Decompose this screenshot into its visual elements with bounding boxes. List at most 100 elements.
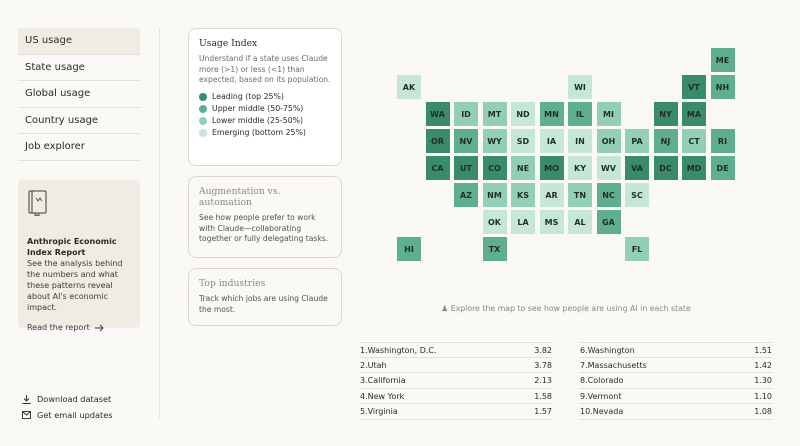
- state-tile-ct[interactable]: CT: [682, 129, 706, 153]
- top-industries-description: Track which jobs are using Claude the mo…: [199, 294, 328, 314]
- state-tile-ky[interactable]: KY: [568, 156, 592, 180]
- explore-hint: ♟ Explore the map to see how people are …: [360, 304, 772, 313]
- state-tile-nh[interactable]: NH: [710, 75, 735, 99]
- state-tile-tn[interactable]: TN: [568, 183, 592, 207]
- state-tile-co[interactable]: CO: [482, 156, 507, 180]
- read-report-label: Read the report: [27, 323, 90, 332]
- state-tile-oh[interactable]: OH: [596, 129, 621, 153]
- ranking-row[interactable]: 4.New York 1.58: [360, 389, 552, 404]
- top-industries-panel[interactable]: Top industries Track which jobs are usin…: [188, 268, 342, 326]
- state-tile-dc[interactable]: DC: [653, 156, 678, 180]
- nav-item-country-usage[interactable]: Country usage: [18, 108, 140, 134]
- ranking-state: 8.Colorado: [580, 376, 624, 385]
- state-tile-fl[interactable]: FL: [625, 237, 649, 261]
- state-tile-or[interactable]: OR: [425, 129, 450, 153]
- state-tile-nc[interactable]: NC: [596, 183, 621, 207]
- sidebar-nav: US usage State usage Global usage Countr…: [18, 28, 140, 161]
- state-tile-az[interactable]: AZ: [454, 183, 478, 207]
- ranking-value: 1.30: [754, 376, 772, 385]
- state-tile-ak[interactable]: AK: [397, 75, 421, 99]
- state-tile-ny[interactable]: NY: [653, 102, 678, 126]
- report-description: See the analysis behind the numbers and …: [27, 259, 123, 312]
- state-tile-id[interactable]: ID: [454, 102, 478, 126]
- ranking-row[interactable]: 7.Massachusetts 1.42: [580, 358, 772, 373]
- ranking-row[interactable]: 3.California 2.13: [360, 373, 552, 389]
- state-tile-md[interactable]: MD: [682, 156, 706, 180]
- augmentation-title: Augmentation vs. automation: [199, 186, 281, 208]
- legend-dot-upper-middle: [199, 104, 207, 113]
- state-tile-hi[interactable]: HI: [397, 237, 421, 261]
- nav-item-state-usage[interactable]: State usage: [18, 55, 140, 81]
- state-tile-ut[interactable]: UT: [454, 156, 478, 180]
- state-tile-ca[interactable]: CA: [425, 156, 450, 180]
- state-tile-wi[interactable]: WI: [568, 75, 592, 99]
- people-icon: ♟: [441, 304, 449, 313]
- state-tile-nm[interactable]: NM: [482, 183, 507, 207]
- state-tile-mo[interactable]: MO: [539, 156, 564, 180]
- ranking-state: 10.Nevada: [580, 407, 624, 416]
- state-tile-mn[interactable]: MN: [539, 102, 564, 126]
- book-icon: [28, 190, 47, 217]
- state-tile-wy[interactable]: WY: [482, 129, 507, 153]
- state-tile-de[interactable]: DE: [710, 156, 735, 180]
- nav-item-us-usage[interactable]: US usage: [18, 28, 140, 55]
- state-tile-mi[interactable]: MI: [596, 102, 621, 126]
- download-dataset-label: Download dataset: [37, 394, 112, 404]
- ranking-state: 4.New York: [360, 391, 405, 401]
- state-tile-pa[interactable]: PA: [625, 129, 649, 153]
- nav-item-job-explorer[interactable]: Job explorer: [18, 134, 140, 161]
- download-dataset-link[interactable]: Download dataset: [22, 391, 113, 407]
- ranking-row[interactable]: 8.Colorado 1.30: [580, 373, 772, 389]
- email-updates-link[interactable]: Get email updates: [22, 407, 113, 423]
- state-tile-vt[interactable]: VT: [682, 75, 706, 99]
- ranking-value: 1.58: [534, 391, 552, 401]
- explore-text: Explore the map to see how people are us…: [450, 304, 691, 313]
- download-icon: [22, 394, 31, 404]
- ranking-row[interactable]: 10.Nevada 1.08: [580, 404, 772, 420]
- ranking-value: 3.82: [534, 346, 552, 355]
- state-tile-ga[interactable]: GA: [596, 210, 621, 234]
- state-tile-ks[interactable]: KS: [511, 183, 535, 207]
- augmentation-panel[interactable]: Augmentation vs. automation See how peop…: [188, 176, 342, 258]
- report-title: Anthropic Economic Index Report: [27, 237, 117, 257]
- state-tile-ma[interactable]: MA: [682, 102, 706, 126]
- read-report-link[interactable]: Read the report: [27, 323, 131, 332]
- state-tile-ar[interactable]: AR: [539, 183, 564, 207]
- ranking-row[interactable]: 9.Vermont 1.10: [580, 389, 772, 404]
- state-tile-wv[interactable]: WV: [596, 156, 621, 180]
- ranking-row[interactable]: 1.Washington, D.C. 3.82: [360, 342, 552, 358]
- usage-index-panel[interactable]: Usage Index Understand if a state uses C…: [188, 28, 342, 166]
- state-tile-ia[interactable]: IA: [539, 129, 564, 153]
- state-tile-me[interactable]: ME: [710, 48, 735, 72]
- state-tile-mt[interactable]: MT: [482, 102, 507, 126]
- state-tile-al[interactable]: AL: [568, 210, 592, 234]
- state-tile-sc[interactable]: SC: [625, 183, 649, 207]
- state-tile-tx[interactable]: TX: [482, 237, 507, 261]
- ranking-row[interactable]: 2.Utah 3.78: [360, 358, 552, 373]
- state-tile-nd[interactable]: ND: [511, 102, 535, 126]
- state-tile-ri[interactable]: RI: [710, 129, 735, 153]
- state-tile-la[interactable]: LA: [511, 210, 535, 234]
- legend-item-lower-middle: Lower middle (25-50%): [199, 115, 331, 127]
- state-tile-ms[interactable]: MS: [539, 210, 564, 234]
- ranking-value: 1.10: [754, 391, 772, 401]
- state-tile-sd[interactable]: SD: [511, 129, 535, 153]
- legend-item-emerging: Emerging (bottom 25%): [199, 127, 331, 139]
- state-tile-nv[interactable]: NV: [454, 129, 478, 153]
- legend-item-upper-middle: Upper middle (50-75%): [199, 103, 331, 115]
- state-tile-il[interactable]: IL: [568, 102, 592, 126]
- state-tile-nj[interactable]: NJ: [653, 129, 678, 153]
- state-tile-va[interactable]: VA: [625, 156, 649, 180]
- state-tile-in[interactable]: IN: [568, 129, 592, 153]
- ranking-value: 1.51: [754, 346, 772, 355]
- state-tile-wa[interactable]: WA: [425, 102, 450, 126]
- nav-item-global-usage[interactable]: Global usage: [18, 81, 140, 108]
- ranking-row[interactable]: 6.Washington 1.51: [580, 342, 772, 358]
- augmentation-description: See how people prefer to work with Claud…: [199, 213, 329, 244]
- state-tile-ne[interactable]: NE: [511, 156, 535, 180]
- rankings-left: 1.Washington, D.C. 3.82 2.Utah 3.78 3.Cali…: [360, 342, 552, 420]
- ranking-row[interactable]: 5.Virginia 1.57: [360, 404, 552, 420]
- state-tile-ok[interactable]: OK: [482, 210, 507, 234]
- legend-item-leading: Leading (top 25%): [199, 91, 331, 103]
